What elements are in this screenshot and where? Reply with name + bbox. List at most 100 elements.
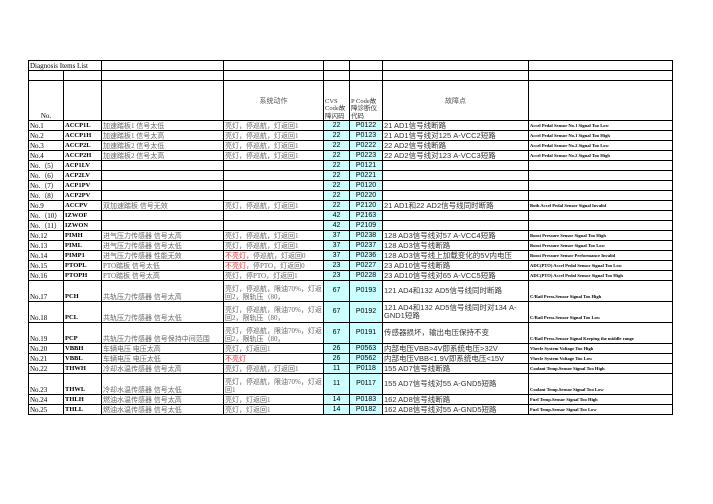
fault-english: Fuel Temp.Sensor Signal Too Low — [528, 404, 673, 415]
row-number: No.（5） — [28, 160, 64, 171]
p-code: P0123 — [349, 130, 383, 141]
table-row: No.17 PCH 共轨压力传感器 信号太高 亮灯，停巡航，限油70%，灯返回2，限轨… — [28, 280, 673, 302]
fault-point — [382, 210, 529, 221]
fault-english: Vhecle System Voltage Too Low — [528, 353, 673, 364]
header-cvs-code: CVS Code故障闪码 — [323, 80, 350, 121]
p-code: P0220 — [349, 190, 383, 201]
row-number: No.16 — [28, 270, 64, 281]
item-description: 燃油水温传感器 信号太低 — [101, 404, 224, 415]
system-action: 亮灯，停巡航，灯返回1 — [223, 230, 324, 241]
table-row: No.（10） IZWOF 42 P2163 — [28, 210, 673, 221]
fault-point: 22 AD2信号线断路 — [382, 140, 529, 151]
cvs-code: 22 — [323, 140, 350, 151]
title-row: Diagnosis Items List — [28, 60, 673, 71]
fault-english: Boost Pressure Sensor Signal Too Low — [528, 240, 673, 251]
table-row: No.16 PTOPH PTO踏板 信号太高 亮灯，停PTO，灯返回1 23 P0228 2… — [28, 270, 673, 281]
table-row: No.（11） IZWON 42 P2109 — [28, 220, 673, 231]
p-code: P0223 — [349, 150, 383, 161]
item-description: 燃油水温传感器 信号太高 — [101, 394, 224, 405]
item-code: ACCP1H — [63, 130, 102, 141]
item-code: PCH — [63, 280, 102, 302]
p-code: P2163 — [349, 210, 383, 221]
system-action: 不亮灯，停PTO，灯返回0 — [223, 260, 324, 271]
row-number: No.4 — [28, 150, 64, 161]
p-code: P0117 — [349, 373, 383, 395]
fault-point: 162 AD8信号线断路 — [382, 394, 529, 405]
action-warning-text: 不亮灯， — [225, 252, 253, 260]
system-action: 亮灯，灯返回1 — [223, 343, 324, 354]
item-code: ACCPV — [63, 200, 102, 211]
item-code: IZWOF — [63, 210, 102, 221]
item-description: 冷却水温传感器 信号太高 — [101, 363, 224, 374]
fault-point: 21 AD1信号线对125 A-VCC2短路 — [382, 130, 529, 141]
system-action: 不亮灯 — [223, 353, 324, 364]
fault-point — [382, 160, 529, 171]
item-description: PTO踏板 信号太低 — [101, 260, 224, 271]
row-number: No.21 — [28, 353, 64, 364]
cvs-code: 22 — [323, 130, 350, 141]
item-description — [101, 220, 224, 231]
system-action: 亮灯，停巡航，灯返回1 — [223, 363, 324, 374]
action-warning-text: 不亮灯， — [225, 262, 253, 270]
p-code: P0183 — [349, 394, 383, 405]
p-code: P0118 — [349, 363, 383, 374]
fault-point — [382, 180, 529, 191]
action-text: 亮灯，停PTO，灯返回1 — [225, 272, 298, 280]
item-code: PCP — [63, 322, 102, 344]
action-text: 停PTO，灯返回0 — [253, 262, 305, 270]
fault-english: C/Rail Press.Sensor Signal Too Low — [528, 301, 673, 323]
action-text: 亮灯，停巡航，灯返回1 — [225, 365, 299, 373]
fault-point: 21 AD1和22 AD2信号线同时断路 — [382, 200, 529, 211]
item-code: THLH — [63, 394, 102, 405]
row-number: No.25 — [28, 404, 64, 415]
item-description: 车辆电压 电压太高 — [101, 343, 224, 354]
row-number: No.14 — [28, 250, 64, 261]
item-description: 进气压力传感器 性能无效 — [101, 250, 224, 261]
system-action — [223, 190, 324, 201]
fault-point — [382, 220, 529, 231]
item-code: ACCP1L — [63, 120, 102, 131]
item-code: PIML — [63, 240, 102, 251]
fault-english: ADC(PTO) Accel Pedal Sensor Signal Too H… — [528, 270, 673, 281]
diagnosis-items-table: Diagnosis Items List No. 系统动作 CVS Code故障… — [28, 60, 673, 415]
header-action: 系统动作 — [223, 80, 324, 121]
row-number: No.2 — [28, 130, 64, 141]
system-action — [223, 170, 324, 181]
fault-english: Boost Pressure Sensor Signal Too High — [528, 230, 673, 241]
item-description: 加速踏板2 信号太低 — [101, 140, 224, 151]
item-description: 共轨压力传感器 信号太高 — [101, 280, 224, 302]
table-row: No.22 THWH 冷却水温传感器 信号太高 亮灯，停巡航，灯返回1 11 P0118 1… — [28, 363, 673, 374]
fault-point: 128 AD3信号线对57 A-VCC4短路 — [382, 230, 529, 241]
cvs-code: 23 — [323, 270, 350, 281]
item-description: 加速踏板1 信号太低 — [101, 120, 224, 131]
fault-point: 内部电压VBB<1.9V即系统电压<15V — [382, 353, 529, 364]
blank-row — [28, 70, 673, 81]
fault-point: 21 AD1信号线断路 — [382, 120, 529, 131]
row-number: No.19 — [28, 322, 64, 344]
item-code: IZWON — [63, 220, 102, 231]
p-code: P2109 — [349, 220, 383, 231]
item-description — [101, 180, 224, 191]
p-code: P0193 — [349, 280, 383, 302]
cvs-code: 67 — [323, 301, 350, 323]
p-code: P0563 — [349, 343, 383, 354]
fault-point: 内部电压VBB>4V即系统电压>32V — [382, 343, 529, 354]
table-row: No.14 PIMP1 进气压力传感器 性能无效 不亮灯，停巡航，灯返回0 37 P023… — [28, 250, 673, 261]
system-action — [223, 220, 324, 231]
item-description: PTO踏板 信号太高 — [101, 270, 224, 281]
header-p-code: P Code故障诊断仪代码 — [349, 80, 383, 121]
table-row: No.（7） ACP1PV 22 P0120 — [28, 180, 673, 191]
item-description — [101, 190, 224, 201]
table-row: No.23 THWL 冷却水温传感器 信号太低 亮灯，停巡航，限油70%，灯返回1 11… — [28, 373, 673, 395]
action-text: 亮灯，停巡航，灯返回1 — [225, 142, 299, 150]
fault-english: Accel Pedal Sensor No.1 Signal Too High — [528, 130, 673, 141]
system-action: 亮灯，停巡航，灯返回1 — [223, 200, 324, 211]
p-code: P0192 — [349, 301, 383, 323]
fault-english: Accel Pedal Sensor No.2 Signal Too High — [528, 150, 673, 161]
fault-english — [528, 210, 673, 221]
action-text: 亮灯，停巡航，限油70%，灯返回2，限轨压（80， — [225, 306, 322, 322]
table-row: No.13 PIML 进气压力传感器 信号太低 亮灯，停巡航，灯返回1 37 P0237 1… — [28, 240, 673, 251]
fault-point: 128 AD3信号线断路 — [382, 240, 529, 251]
table-row: No.24 THLH 燃油水温传感器 信号太高 亮灯，灯返回1 14 P0183 162 A… — [28, 394, 673, 405]
item-code: PCL — [63, 301, 102, 323]
